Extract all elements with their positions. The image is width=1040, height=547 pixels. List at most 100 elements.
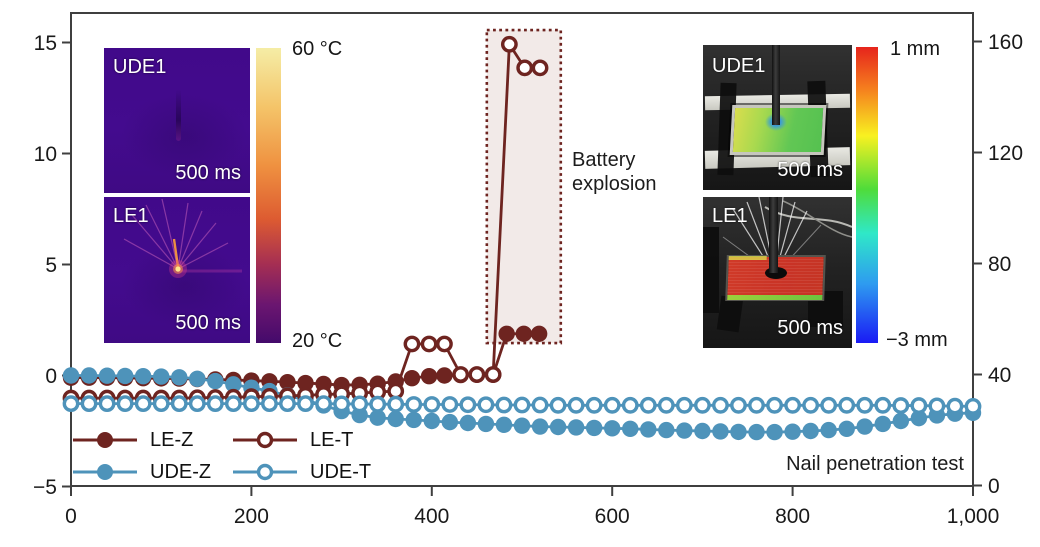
photo-ude1-timestamp: 500 ms — [777, 159, 843, 181]
plot-frame — [70, 12, 974, 487]
data-point — [116, 395, 134, 413]
legend-item-ude-t: UDE-T — [233, 460, 372, 483]
ude-t-swatch-icon — [233, 463, 297, 481]
ude-z-swatch-icon — [73, 464, 137, 480]
data-point — [423, 412, 440, 430]
data-point — [468, 366, 486, 383]
data-point — [639, 396, 657, 414]
data-point — [403, 335, 421, 353]
data-point — [856, 418, 873, 435]
data-point — [420, 367, 438, 385]
data-point — [838, 396, 856, 414]
data-point — [802, 422, 819, 440]
data-point — [403, 369, 421, 387]
photo-ude1-label: UDE1 — [712, 55, 766, 77]
data-point — [315, 395, 332, 413]
data-point — [531, 396, 549, 414]
data-point — [784, 423, 801, 440]
y-left-tick-label: 0 — [45, 365, 57, 388]
data-point — [459, 414, 477, 432]
data-point — [874, 415, 891, 433]
data-point — [225, 376, 242, 393]
battery-explosion-annotation: Battery explosion — [572, 149, 657, 195]
data-point — [436, 335, 453, 353]
photo-le1-timestamp: 500 ms — [777, 317, 843, 339]
data-point — [351, 395, 369, 413]
data-point — [928, 397, 946, 415]
data-point — [405, 411, 422, 429]
data-point — [910, 409, 928, 427]
data-point — [730, 423, 747, 441]
x-tick-label: 0 — [65, 505, 77, 528]
data-point — [98, 395, 116, 413]
data-point — [500, 35, 518, 53]
photo-le1-label: LE1 — [712, 205, 748, 227]
data-point — [784, 396, 801, 414]
nail — [772, 45, 780, 125]
data-point — [657, 396, 675, 414]
y-left-tick-label: 15 — [34, 32, 57, 55]
thermal-ude1-label: UDE1 — [113, 56, 167, 78]
data-point — [495, 416, 513, 433]
x-tick-label: 200 — [234, 505, 269, 528]
series-ude-t — [62, 395, 982, 415]
thermal-colorbar-min-label: 20 °C — [292, 330, 343, 352]
series-ude-z — [62, 367, 982, 441]
data-point — [297, 374, 314, 392]
data-point — [730, 396, 747, 414]
data-point — [658, 421, 675, 439]
data-point — [369, 409, 386, 426]
data-point — [640, 421, 657, 438]
thermal-image-le1: LE1 500 ms — [104, 197, 250, 343]
y-left-tick-label: −5 — [33, 476, 57, 499]
data-point — [498, 325, 515, 342]
data-point — [405, 396, 423, 413]
legend-label: LE-T — [310, 428, 354, 451]
data-point — [484, 366, 502, 383]
data-point — [459, 396, 477, 414]
data-point — [441, 413, 459, 431]
data-point — [261, 395, 278, 413]
data-point — [452, 366, 470, 383]
data-point — [170, 395, 188, 413]
thermal-image-ude1: UDE1 500 ms — [104, 48, 250, 193]
data-point — [604, 420, 621, 437]
data-point — [515, 325, 533, 342]
data-point — [676, 422, 693, 439]
photo-ude1: UDE1 500 ms — [703, 45, 852, 190]
thermal-colorbar-max-label: 60 °C — [292, 38, 343, 60]
legend-item-ude-z: UDE-Z — [73, 460, 212, 483]
legend-label: UDE-Z — [150, 460, 212, 483]
data-point — [892, 412, 910, 430]
black-tape — [716, 295, 744, 333]
thermal-sparks — [123, 198, 242, 278]
displacement-colorbar — [856, 47, 878, 343]
legend-label: UDE-T — [310, 460, 372, 483]
data-point — [516, 59, 534, 77]
data-point — [712, 396, 729, 414]
black-tape — [703, 227, 719, 313]
data-point — [279, 373, 296, 391]
data-point — [694, 422, 711, 440]
data-point — [567, 396, 585, 414]
y-left-tick-label: 5 — [45, 254, 57, 277]
displacement-colorbar-max-label: 1 mm — [890, 38, 940, 60]
data-point — [748, 423, 765, 441]
data-point — [152, 395, 170, 413]
thermal-le1-timestamp: 500 ms — [175, 312, 241, 334]
y-right-tick-label: 160 — [988, 31, 1023, 54]
data-point — [856, 396, 874, 414]
data-point — [62, 395, 80, 413]
displacement-colorbar-min-label: −3 mm — [886, 329, 948, 351]
data-point — [116, 367, 134, 385]
x-tick-label: 800 — [775, 505, 810, 528]
cell-edge-highlight — [727, 295, 823, 300]
data-point — [766, 423, 783, 441]
data-point — [603, 396, 621, 414]
data-point — [441, 396, 459, 413]
data-point — [189, 370, 206, 388]
data-point — [513, 396, 531, 414]
legend-item-le-t: LE-T — [233, 428, 354, 451]
data-point — [134, 367, 152, 385]
